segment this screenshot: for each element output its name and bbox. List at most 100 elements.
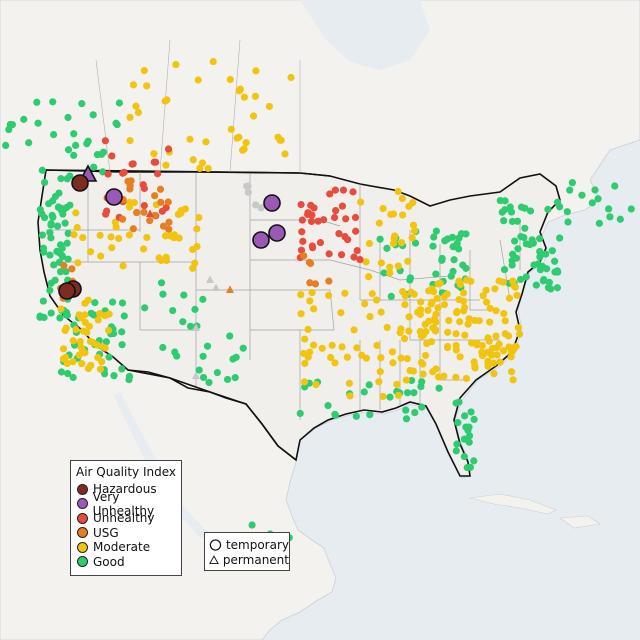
station-marker: [467, 339, 476, 347]
station-marker: [337, 309, 345, 317]
station-marker: [70, 130, 78, 138]
station-marker: [517, 233, 525, 241]
station-marker: [60, 262, 68, 270]
station-marker: [205, 378, 213, 387]
station-marker: [387, 210, 395, 218]
station-marker: [107, 233, 115, 241]
station-marker: [59, 355, 67, 363]
station-marker: [405, 327, 413, 335]
station-marker: [331, 186, 340, 194]
legend-label-unhealthy: Unhealthy: [93, 511, 155, 526]
station-marker: [409, 221, 418, 229]
station-marker: [140, 201, 148, 210]
station-marker: [403, 389, 412, 397]
station-marker: [156, 185, 165, 193]
station-marker: [330, 213, 339, 222]
station-marker: [346, 392, 354, 400]
usg-swatch: [77, 527, 88, 539]
station-marker: [143, 233, 151, 242]
station-marker: [108, 298, 117, 306]
station-marker: [452, 330, 460, 338]
station-marker: [86, 337, 95, 346]
station-marker: [130, 199, 138, 207]
station-marker: [104, 170, 112, 178]
station-marker: [235, 87, 243, 95]
station-marker: [159, 222, 168, 230]
station-marker: [436, 279, 444, 287]
station-marker: [70, 231, 78, 239]
legend-item-moderate: Moderate: [71, 540, 181, 555]
legend-item-unhealthy: Unhealthy: [71, 511, 181, 526]
station-marker: [73, 223, 81, 232]
station-marker: [496, 196, 504, 205]
station-marker: [118, 299, 127, 307]
station-marker: [353, 246, 361, 255]
station-marker: [143, 82, 151, 90]
large-station-marker: [268, 224, 286, 242]
station-marker: [74, 259, 82, 267]
station-marker: [419, 370, 427, 378]
station-marker: [339, 186, 348, 194]
station-marker: [162, 256, 171, 265]
station-marker: [360, 388, 368, 396]
station-marker: [542, 250, 550, 258]
station-marker: [193, 225, 201, 233]
large-station-marker: [58, 282, 76, 300]
station-marker: [232, 353, 240, 361]
station-marker: [421, 320, 429, 328]
station-marker: [125, 231, 133, 239]
station-marker: [55, 189, 63, 197]
station-marker: [141, 304, 149, 312]
station-marker: [231, 374, 239, 382]
station-marker: [33, 98, 41, 106]
station-marker: [405, 313, 413, 321]
station-marker: [440, 300, 449, 309]
station-marker: [112, 223, 120, 231]
station-marker: [483, 348, 492, 356]
station-marker: [118, 365, 126, 373]
station-marker: [462, 374, 471, 383]
station-marker: [505, 294, 514, 302]
station-marker: [465, 432, 474, 440]
station-marker: [196, 164, 204, 172]
station-marker: [495, 340, 503, 348]
station-marker: [308, 242, 316, 250]
station-marker: [158, 207, 166, 215]
station-marker: [96, 231, 104, 239]
aqi-legend-title: Air Quality Index: [75, 465, 177, 479]
station-marker: [146, 217, 154, 225]
station-marker: [72, 209, 80, 217]
hispaniola: [559, 515, 601, 529]
province-borders: [95, 39, 301, 173]
station-marker: [192, 371, 200, 379]
station-marker: [157, 256, 165, 265]
legend-label-moderate: Moderate: [93, 540, 151, 555]
station-marker: [345, 379, 353, 387]
station-marker: [432, 270, 440, 278]
unhealthy-swatch: [77, 512, 88, 524]
station-marker: [383, 244, 391, 252]
station-marker: [400, 335, 409, 343]
station-marker: [297, 200, 305, 209]
good-swatch: [77, 556, 88, 568]
station-marker: [390, 234, 398, 243]
station-marker: [223, 375, 232, 384]
station-marker: [39, 297, 47, 305]
station-marker: [408, 234, 416, 242]
station-marker: [199, 352, 207, 360]
station-marker: [281, 150, 289, 158]
station-marker: [57, 368, 66, 376]
station-marker: [105, 353, 113, 361]
station-marker: [265, 102, 274, 111]
station-marker: [501, 317, 509, 325]
station-marker: [588, 199, 596, 207]
station-marker: [203, 342, 212, 350]
station-marker: [66, 172, 74, 180]
station-marker: [331, 359, 339, 367]
station-marker: [456, 280, 465, 289]
station-marker: [535, 235, 544, 243]
station-marker: [591, 186, 599, 194]
station-marker: [433, 294, 441, 303]
station-marker: [69, 337, 77, 345]
station-marker: [298, 228, 306, 236]
